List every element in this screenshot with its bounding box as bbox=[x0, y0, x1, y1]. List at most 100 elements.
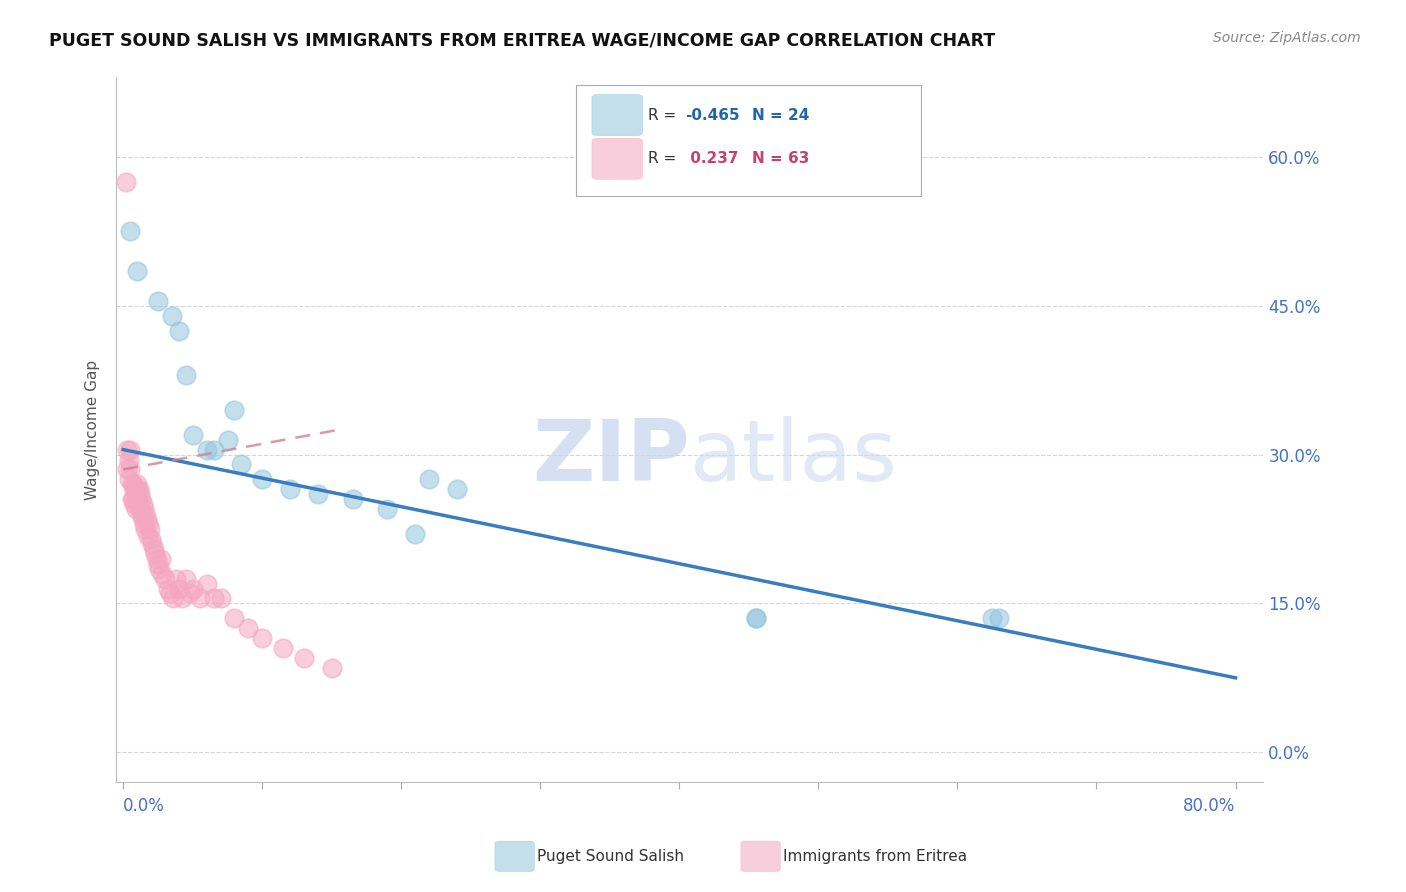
Point bbox=[124, 483, 146, 497]
Point bbox=[122, 492, 145, 507]
Point bbox=[252, 631, 274, 645]
Text: R =: R = bbox=[648, 152, 682, 166]
Point bbox=[271, 641, 294, 656]
Point bbox=[120, 462, 142, 476]
Point bbox=[224, 611, 246, 625]
Point bbox=[117, 462, 139, 476]
Point bbox=[217, 433, 239, 447]
Point bbox=[195, 576, 218, 591]
Point bbox=[129, 507, 152, 521]
Text: Source: ZipAtlas.com: Source: ZipAtlas.com bbox=[1213, 31, 1361, 45]
Point bbox=[209, 591, 232, 606]
Point bbox=[127, 492, 149, 507]
Point bbox=[745, 611, 768, 625]
Point bbox=[132, 502, 155, 516]
Point bbox=[139, 532, 162, 546]
Point bbox=[162, 591, 184, 606]
Point bbox=[342, 492, 364, 507]
Point bbox=[188, 591, 211, 606]
Text: Puget Sound Salish: Puget Sound Salish bbox=[537, 849, 685, 863]
Point bbox=[127, 264, 149, 278]
Point bbox=[132, 516, 155, 531]
Point bbox=[174, 368, 197, 383]
Point bbox=[136, 529, 159, 543]
Text: Immigrants from Eritrea: Immigrants from Eritrea bbox=[783, 849, 967, 863]
Point bbox=[131, 497, 153, 511]
Point bbox=[135, 512, 157, 526]
Point bbox=[129, 492, 152, 507]
Point bbox=[146, 557, 169, 571]
Point bbox=[377, 502, 399, 516]
Point bbox=[446, 483, 468, 497]
Point bbox=[307, 487, 329, 501]
Text: 0.0%: 0.0% bbox=[124, 797, 165, 815]
Point bbox=[141, 537, 163, 551]
Point bbox=[167, 582, 190, 596]
Point bbox=[127, 477, 149, 491]
Point bbox=[125, 502, 148, 516]
Point bbox=[128, 483, 150, 497]
Point bbox=[145, 551, 167, 566]
Point bbox=[160, 309, 183, 323]
Text: PUGET SOUND SALISH VS IMMIGRANTS FROM ERITREA WAGE/INCOME GAP CORRELATION CHART: PUGET SOUND SALISH VS IMMIGRANTS FROM ER… bbox=[49, 31, 995, 49]
Point bbox=[120, 224, 142, 238]
Point bbox=[128, 497, 150, 511]
Point bbox=[745, 611, 768, 625]
Point bbox=[148, 562, 170, 576]
Point bbox=[129, 487, 152, 501]
Text: 80.0%: 80.0% bbox=[1184, 797, 1236, 815]
Point bbox=[124, 497, 146, 511]
Point bbox=[159, 586, 181, 600]
Point bbox=[181, 427, 204, 442]
Point bbox=[138, 522, 160, 536]
Point bbox=[129, 502, 152, 516]
Point bbox=[143, 547, 166, 561]
Point bbox=[988, 611, 1011, 625]
Point bbox=[146, 293, 169, 308]
Point bbox=[122, 477, 145, 491]
Point bbox=[121, 477, 143, 491]
Point bbox=[179, 586, 201, 600]
Point bbox=[167, 324, 190, 338]
Text: -0.465: -0.465 bbox=[685, 108, 740, 122]
Point bbox=[174, 572, 197, 586]
Text: R =: R = bbox=[648, 108, 682, 122]
Point bbox=[149, 551, 172, 566]
Point bbox=[404, 527, 426, 541]
Point bbox=[981, 611, 1004, 625]
Point bbox=[150, 566, 173, 581]
Point bbox=[131, 512, 153, 526]
Point bbox=[170, 591, 193, 606]
Point bbox=[120, 442, 142, 457]
Point bbox=[278, 483, 301, 497]
Text: ZIP: ZIP bbox=[531, 417, 690, 500]
Y-axis label: Wage/Income Gap: Wage/Income Gap bbox=[86, 359, 100, 500]
Point bbox=[238, 621, 260, 635]
Point bbox=[134, 522, 156, 536]
Point bbox=[125, 487, 148, 501]
Point bbox=[418, 472, 440, 486]
Point bbox=[118, 472, 141, 486]
Point bbox=[117, 442, 139, 457]
Point bbox=[252, 472, 274, 486]
Point bbox=[121, 492, 143, 507]
Point bbox=[321, 661, 343, 675]
Point bbox=[153, 572, 176, 586]
Point bbox=[202, 442, 225, 457]
Text: N = 63: N = 63 bbox=[752, 152, 810, 166]
Point bbox=[292, 651, 315, 665]
Text: atlas: atlas bbox=[690, 417, 898, 500]
Text: 0.237: 0.237 bbox=[685, 152, 738, 166]
Point bbox=[202, 591, 225, 606]
Point bbox=[231, 458, 253, 472]
Text: N = 24: N = 24 bbox=[752, 108, 810, 122]
Point bbox=[115, 175, 138, 189]
Point bbox=[195, 442, 218, 457]
Point bbox=[142, 541, 165, 556]
Point bbox=[134, 507, 156, 521]
Point bbox=[181, 582, 204, 596]
Point bbox=[118, 452, 141, 467]
Point bbox=[127, 483, 149, 497]
Point bbox=[136, 516, 159, 531]
Point bbox=[165, 572, 187, 586]
